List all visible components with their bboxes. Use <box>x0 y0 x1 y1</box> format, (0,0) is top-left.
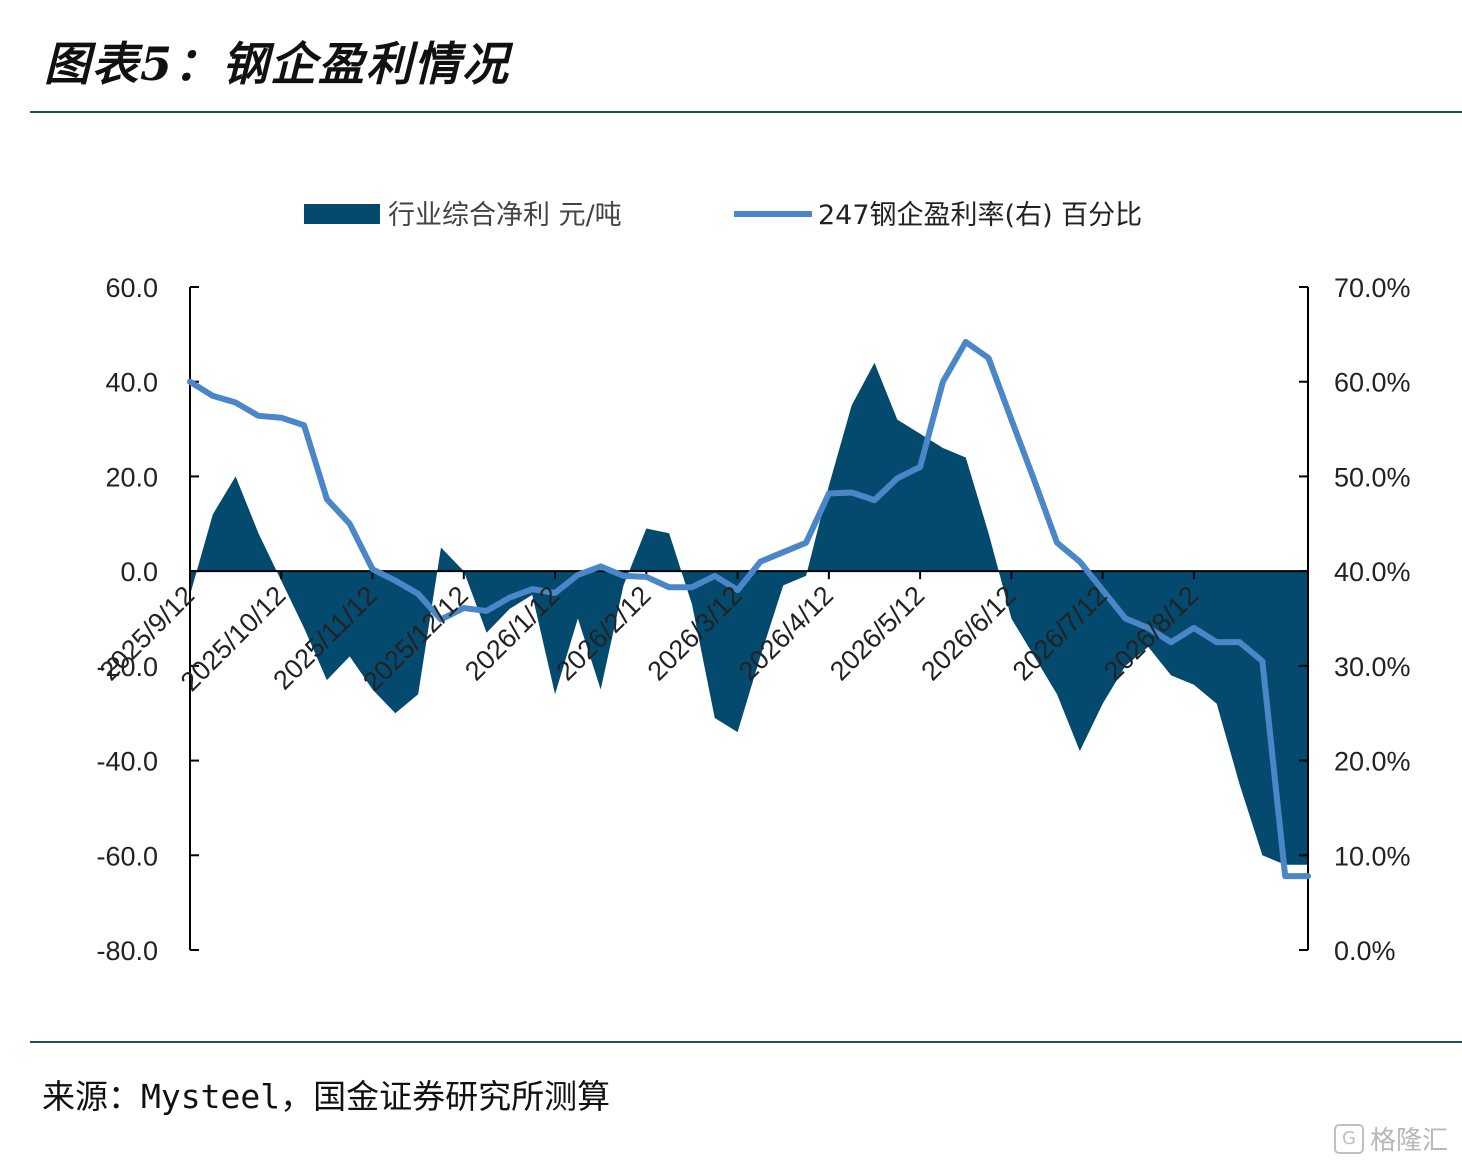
y-left-tick-label: 60.0 <box>105 273 158 303</box>
y-right-tick-label: 0.0% <box>1334 936 1396 966</box>
bottom-rule <box>30 1041 1462 1043</box>
plot-area: 60.0 40.0 20.0 0.0 -20.0 -40.0 -60.0 -80.0 70.0%… <box>94 273 1410 966</box>
y-left-tick-label: -20.0 <box>96 652 158 682</box>
watermark: G 格隆汇 <box>1334 1120 1448 1157</box>
legend-area-swatch <box>304 204 380 224</box>
x-tick-label: 2026/5/12 <box>824 580 930 686</box>
y-right-tick-label: 10.0% <box>1334 841 1411 871</box>
y-left-tick-label: -60.0 <box>96 841 158 871</box>
y-left-tick-label: -40.0 <box>96 747 158 777</box>
legend-area-label: 行业综合净利 元/吨 <box>388 200 622 231</box>
y-left-tick-label: 0.0 <box>120 557 158 587</box>
legend: 行业综合净利 元/吨 247钢企盈利率(右) 百分比 <box>304 200 1142 231</box>
y-right-tick-label: 70.0% <box>1334 273 1411 303</box>
y-left-tick-label: -80.0 <box>96 936 158 966</box>
series-line-profit-rate <box>187 338 1311 880</box>
source-note: 来源：Mysteel，国金证券研究所测算 <box>42 1077 611 1116</box>
y-right-tick-label: 20.0% <box>1334 747 1411 777</box>
top-rule <box>30 111 1462 113</box>
y-right-tick-label: 60.0% <box>1334 368 1411 398</box>
x-tick-label: 2026/6/12 <box>915 580 1021 686</box>
y-right-tick-label: 30.0% <box>1334 652 1411 682</box>
figure-title: 图表5：钢企盈利情况 <box>44 37 511 91</box>
y-right-tick-label: 40.0% <box>1334 557 1411 587</box>
y-right-tick-label: 50.0% <box>1334 462 1411 492</box>
y-left-tick-label: 40.0 <box>105 368 158 398</box>
watermark-logo-icon: G <box>1334 1123 1364 1154</box>
y-left-tick-label: 20.0 <box>105 462 158 492</box>
series-area-net-profit <box>190 362 1308 865</box>
chart: 行业综合净利 元/吨 247钢企盈利率(右) 百分比 60.0 40.0 20.0 0… <box>94 200 1410 966</box>
watermark-text: 格隆汇 <box>1370 1126 1449 1156</box>
legend-line-label: 247钢企盈利率(右) 百分比 <box>818 200 1142 231</box>
